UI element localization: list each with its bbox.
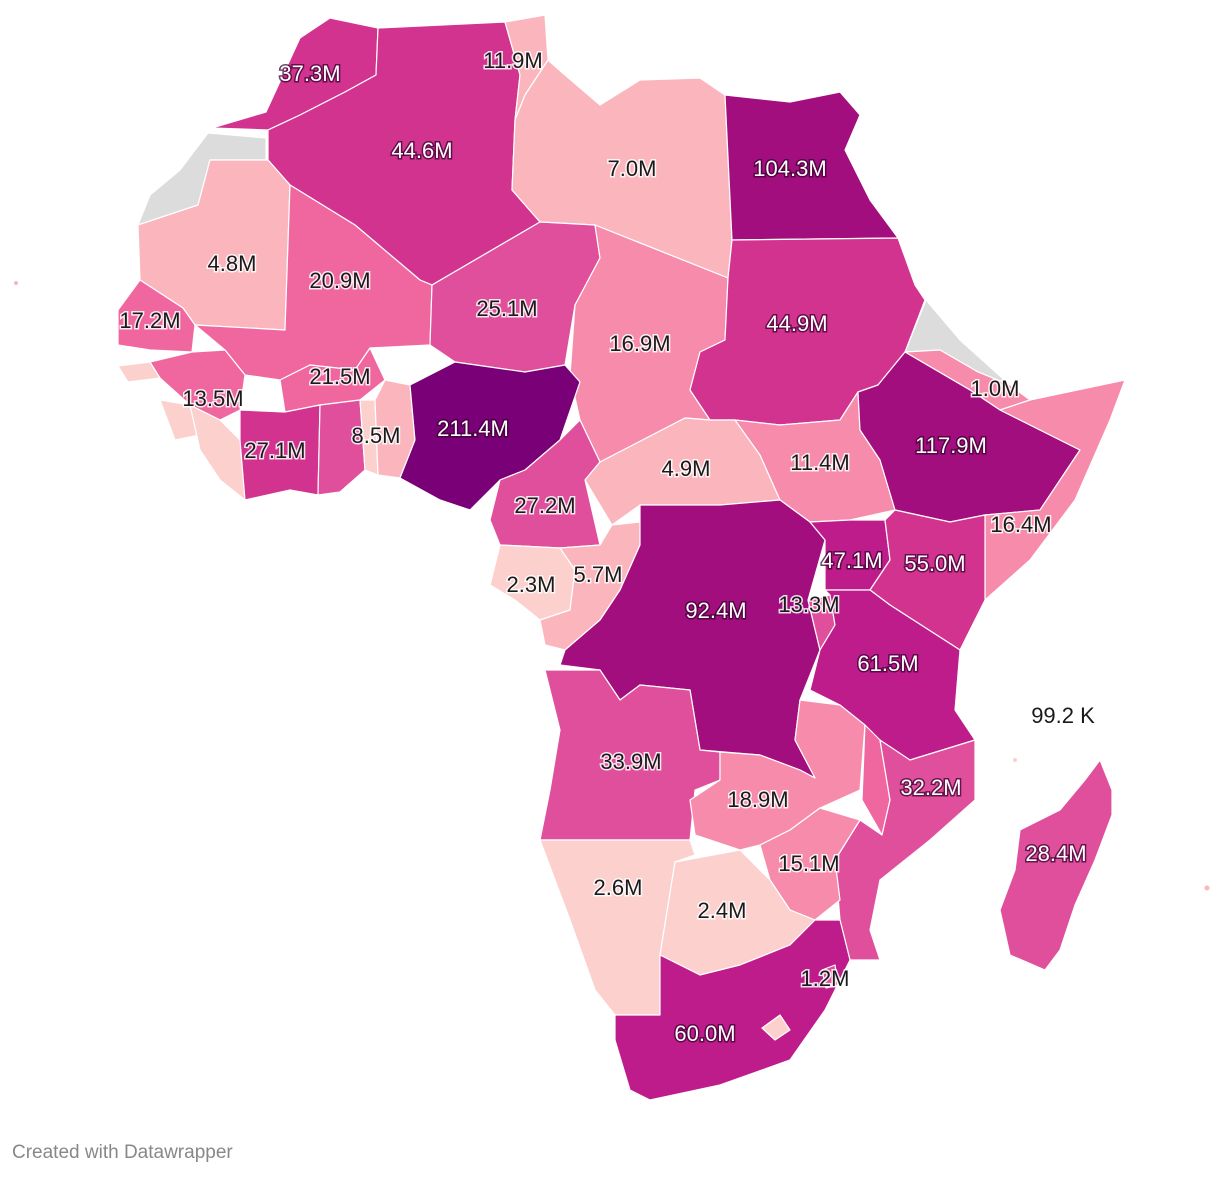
value-label-gabon: 2.3M [507, 572, 556, 597]
region-mauritius-dot[interactable] [1204, 885, 1210, 891]
region-senegal[interactable] [117, 279, 196, 353]
value-label-chad: 16.9M [609, 331, 670, 356]
value-label-namibia: 2.6M [594, 875, 643, 900]
region-lesotho[interactable] [761, 1014, 791, 1041]
value-label-zambia: 18.9M [727, 787, 788, 812]
value-label-tanzania: 61.5M [857, 651, 918, 676]
value-label-sudan: 44.9M [766, 311, 827, 336]
value-label-libya: 7.0M [608, 156, 657, 181]
region-cape-verde-dot[interactable] [14, 281, 18, 285]
value-label-benin: 8.5M [352, 423, 401, 448]
region-cote-divoire[interactable] [239, 404, 321, 501]
value-label-mauritania: 4.8M [208, 251, 257, 276]
value-label-senegal: 17.2M [119, 308, 180, 333]
value-label-botswana: 2.4M [698, 898, 747, 923]
value-label-south-sudan: 11.4M [790, 450, 850, 475]
value-label-morocco: 37.3M [279, 61, 340, 86]
value-label-kenya: 55.0M [904, 551, 965, 576]
value-label-congo: 5.7M [574, 562, 623, 587]
value-label-burkina-faso: 21.5M [309, 364, 370, 389]
value-label-drc: 92.4M [685, 598, 746, 623]
value-label-seychelles: 99.2 K [1031, 703, 1095, 728]
value-label-somalia: 16.4M [990, 512, 1051, 537]
region-madagascar[interactable] [999, 759, 1113, 971]
value-label-cote-divoire: 27.1M [244, 438, 305, 463]
region-mozambique[interactable] [834, 739, 976, 961]
region-zambia[interactable] [689, 699, 866, 851]
value-label-mozambique: 32.2M [900, 775, 961, 800]
value-label-eswatini: 1.2M [801, 966, 850, 991]
value-label-uganda: 47.1M [821, 548, 882, 573]
value-label-tunisia: 11.9M [483, 48, 543, 73]
value-label-cameroon: 27.2M [514, 493, 575, 518]
value-label-nigeria: 211.4M [437, 416, 509, 441]
value-label-mali: 20.9M [309, 268, 370, 293]
region-kenya[interactable] [869, 509, 986, 651]
region-eswatini[interactable] [821, 964, 839, 989]
value-label-burundi: 13.3M [778, 592, 839, 617]
value-label-south-africa: 60.0M [674, 1021, 735, 1046]
region-liberia[interactable] [189, 404, 246, 501]
value-label-ethiopia: 117.9M [915, 433, 987, 458]
value-label-angola: 33.9M [600, 749, 661, 774]
region-seychelles-dot[interactable] [1013, 758, 1017, 762]
value-label-algeria: 44.6M [391, 138, 452, 163]
value-label-madagascar: 28.4M [1025, 841, 1086, 866]
value-label-zimbabwe: 15.1M [778, 851, 839, 876]
region-somalia[interactable] [984, 379, 1126, 601]
datawrapper-credit[interactable]: Created with Datawrapper [12, 1142, 233, 1163]
region-ghana[interactable] [317, 399, 366, 496]
region-niger[interactable] [429, 221, 601, 373]
value-label-car: 4.9M [662, 456, 711, 481]
value-label-guinea: 13.5M [182, 386, 243, 411]
value-label-eritrea: 1.0M [971, 376, 1020, 401]
value-label-egypt: 104.3M [753, 156, 826, 181]
region-south-africa[interactable] [614, 919, 851, 1101]
value-label-niger: 25.1M [476, 296, 537, 321]
